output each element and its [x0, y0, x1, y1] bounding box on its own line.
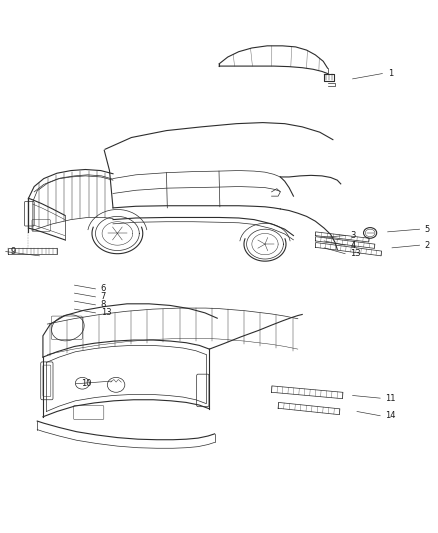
- Text: 11: 11: [385, 394, 396, 402]
- Text: 9: 9: [11, 247, 16, 256]
- Text: 2: 2: [425, 241, 430, 249]
- Text: 8: 8: [101, 301, 106, 309]
- Text: 4: 4: [350, 241, 356, 249]
- Text: 3: 3: [350, 231, 356, 240]
- Text: 10: 10: [81, 379, 92, 388]
- Text: 14: 14: [385, 411, 396, 420]
- Text: 13: 13: [101, 309, 111, 317]
- Text: 13: 13: [350, 249, 361, 258]
- Text: 1: 1: [388, 69, 393, 78]
- Text: 7: 7: [101, 293, 106, 301]
- Text: 6: 6: [101, 285, 106, 293]
- Text: 5: 5: [425, 225, 430, 233]
